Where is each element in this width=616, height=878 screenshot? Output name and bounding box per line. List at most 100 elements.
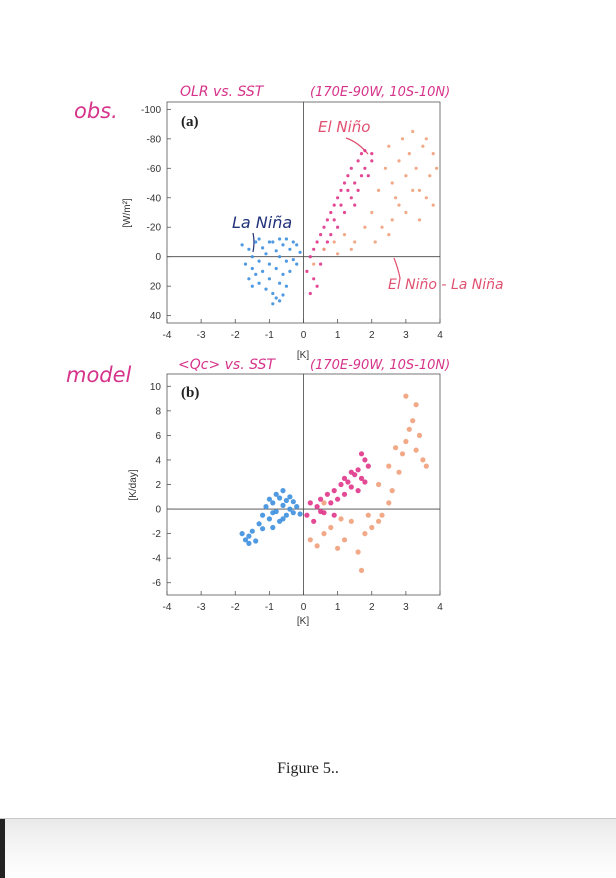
diff-pointer xyxy=(393,257,401,279)
data-point xyxy=(380,225,384,229)
data-point xyxy=(431,203,435,207)
data-point xyxy=(295,243,299,247)
data-point xyxy=(274,266,278,271)
data-point xyxy=(428,174,432,178)
data-point xyxy=(246,540,252,547)
data-point xyxy=(287,494,293,500)
data-point xyxy=(278,281,282,285)
data-point xyxy=(314,543,320,549)
data-point xyxy=(305,269,309,273)
data-point xyxy=(339,203,343,207)
data-point xyxy=(266,496,272,502)
data-point xyxy=(358,451,365,457)
data-point xyxy=(284,259,288,263)
x-tick-label: -4 xyxy=(163,602,172,613)
x-tick-label: 3 xyxy=(403,330,409,341)
data-point xyxy=(254,240,258,244)
panel-b: -6 -4 -2 0 2 4 6 8 10 -4 -3 -2 -1 0 1 2 3 4 (b) [K] [K/d… xyxy=(128,373,443,627)
data-point xyxy=(257,259,261,263)
data-point xyxy=(336,225,340,229)
data-point xyxy=(283,512,289,518)
data-point xyxy=(267,277,271,281)
y-tick-label: -2 xyxy=(152,529,161,540)
data-point xyxy=(410,418,416,424)
data-point xyxy=(386,500,392,506)
data-point xyxy=(411,188,415,192)
data-point xyxy=(411,129,415,134)
data-point xyxy=(257,237,261,241)
data-point xyxy=(363,166,367,170)
data-point xyxy=(287,506,293,512)
x-tick-label: 1 xyxy=(335,602,341,613)
data-point xyxy=(290,499,296,505)
data-point xyxy=(362,457,368,463)
data-point xyxy=(373,240,377,244)
obs-label: obs. xyxy=(74,99,118,123)
data-point xyxy=(341,537,348,543)
data-point xyxy=(318,508,324,515)
series-la-nina xyxy=(240,237,302,306)
data-point xyxy=(363,149,367,153)
data-point xyxy=(346,188,350,192)
data-point xyxy=(311,518,317,524)
data-point xyxy=(370,210,374,215)
data-point xyxy=(386,463,392,469)
data-point xyxy=(359,152,364,156)
el-nino-annotation: El Niño xyxy=(318,118,371,136)
data-point xyxy=(393,445,399,451)
data-point xyxy=(298,250,302,254)
y-tick-label: -4 xyxy=(152,554,161,565)
panel-b-x-ticks: -4 -3 -2 -1 0 1 2 3 4 xyxy=(163,591,443,613)
data-point xyxy=(297,511,303,517)
panel-b-reference-lines xyxy=(167,374,440,595)
data-point xyxy=(281,272,285,276)
x-tick-label: 1 xyxy=(335,330,341,341)
data-point xyxy=(271,240,275,244)
data-point xyxy=(308,291,312,296)
panel-b-y-ticks: -6 -4 -2 0 2 4 6 8 10 xyxy=(150,382,171,589)
data-point xyxy=(270,524,276,531)
data-point xyxy=(295,262,299,266)
data-point xyxy=(321,531,327,537)
data-point xyxy=(387,233,391,237)
data-point xyxy=(349,196,353,200)
data-point xyxy=(348,518,354,524)
x-tick-label: 2 xyxy=(369,330,375,341)
series-el-nino xyxy=(305,149,374,296)
data-point xyxy=(394,196,398,200)
data-point xyxy=(273,491,279,497)
data-point xyxy=(407,152,411,156)
data-point xyxy=(335,496,341,502)
data-point xyxy=(304,512,310,518)
data-point xyxy=(403,438,409,445)
series-la-nina xyxy=(239,488,303,547)
binder-strip xyxy=(0,819,5,878)
data-point xyxy=(263,504,269,510)
data-point xyxy=(315,284,319,288)
y-tick-label: -100 xyxy=(141,105,161,116)
y-tick-label: 0 xyxy=(155,505,161,516)
data-point xyxy=(267,262,271,266)
data-point xyxy=(264,287,268,291)
data-point xyxy=(370,159,374,163)
data-point xyxy=(274,296,278,300)
data-point xyxy=(417,218,422,222)
data-point xyxy=(312,247,316,251)
data-point xyxy=(239,531,245,537)
data-point xyxy=(307,537,313,543)
data-point xyxy=(370,152,374,156)
data-point xyxy=(240,243,244,247)
data-point xyxy=(266,516,272,522)
data-point xyxy=(431,152,435,156)
data-point xyxy=(312,277,316,281)
x-tick-label: -1 xyxy=(265,330,274,341)
data-point xyxy=(358,567,365,574)
x-tick-label: 4 xyxy=(437,330,443,341)
data-point xyxy=(349,247,353,251)
data-point xyxy=(288,269,292,273)
data-point xyxy=(383,166,387,170)
x-tick-label: 2 xyxy=(369,602,375,613)
data-point xyxy=(423,463,429,469)
data-point xyxy=(328,524,334,531)
data-point xyxy=(376,481,382,488)
